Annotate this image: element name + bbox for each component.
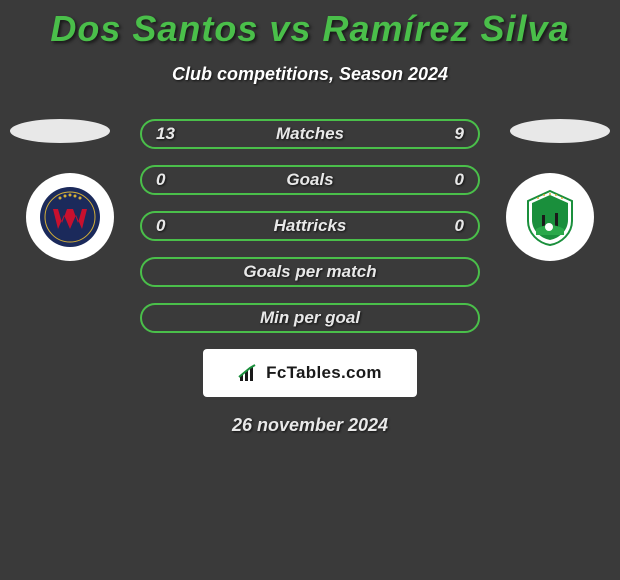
stat-label: Min per goal <box>260 308 360 328</box>
stat-row-min-per-goal: Min per goal <box>140 303 480 333</box>
stat-left-value: 0 <box>156 216 165 236</box>
footer-date: 26 november 2024 <box>0 415 620 436</box>
comparison-panel: 13 Matches 9 0 Goals 0 0 Hattricks 0 Goa… <box>0 119 620 436</box>
team-crest-right <box>506 173 594 261</box>
stat-row-hattricks: 0 Hattricks 0 <box>140 211 480 241</box>
page-title: Dos Santos vs Ramírez Silva <box>0 0 620 50</box>
stat-right-value: 0 <box>455 216 464 236</box>
branding-badge[interactable]: FcTables.com <box>203 349 417 397</box>
stat-label: Hattricks <box>274 216 347 236</box>
oriente-petrolero-crest-icon <box>518 185 582 249</box>
stat-left-value: 13 <box>156 124 175 144</box>
flag-left <box>10 119 110 143</box>
stat-right-value: 0 <box>455 170 464 190</box>
stat-row-goals-per-match: Goals per match <box>140 257 480 287</box>
flag-right <box>510 119 610 143</box>
team-crest-left <box>26 173 114 261</box>
stat-label: Goals per match <box>243 262 376 282</box>
stat-label: Matches <box>276 124 344 144</box>
subtitle: Club competitions, Season 2024 <box>0 64 620 85</box>
branding-text: FcTables.com <box>266 363 382 383</box>
stat-left-value: 0 <box>156 170 165 190</box>
stat-right-value: 9 <box>455 124 464 144</box>
stat-label: Goals <box>286 170 333 190</box>
bar-chart-icon <box>238 363 262 383</box>
stat-row-matches: 13 Matches 9 <box>140 119 480 149</box>
wilstermann-crest-icon <box>38 185 102 249</box>
stat-row-goals: 0 Goals 0 <box>140 165 480 195</box>
